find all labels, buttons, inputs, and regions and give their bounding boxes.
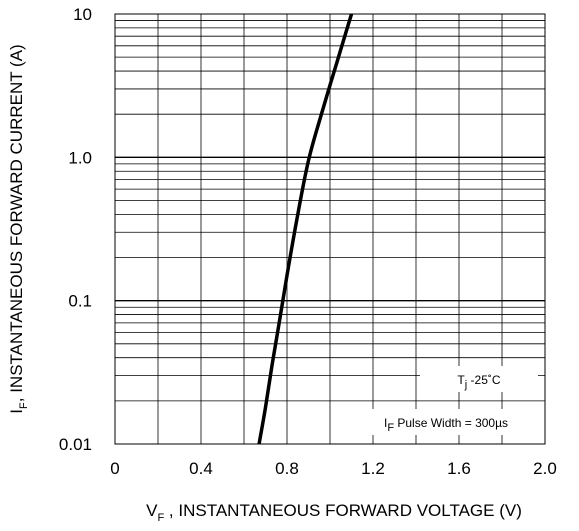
y-axis-title: IF, INSTANTANEOUS FORWARD CURRENT (A) <box>7 44 30 413</box>
pulse-symbol: I <box>384 416 387 430</box>
x-tick-label: 1.2 <box>361 459 385 478</box>
y-tick-label: 0.1 <box>68 292 92 311</box>
x-tick-labels: 0 0.4 0.8 1.2 1.6 2.0 <box>110 459 557 478</box>
tj-subscript: j <box>464 379 467 391</box>
curve-layer <box>257 13 354 445</box>
grid <box>115 14 545 444</box>
y-tick-labels: 0.01 0.1 1.0 10 <box>59 5 92 454</box>
tj-symbol: T <box>457 373 465 387</box>
x-axis-title: VF , INSTANTANEOUS FORWARD VOLTAGE (V) <box>146 501 522 524</box>
y-axis-text: , INSTANTANEOUS FORWARD CURRENT (A) <box>7 44 26 402</box>
pulse-annotation-box <box>355 409 538 435</box>
series-line <box>257 13 354 445</box>
x-axis-subscript: F <box>157 512 164 524</box>
pulse-annotation: IF Pulse Width = 300µs <box>384 416 508 434</box>
tj-annotation-box <box>420 366 538 392</box>
y-tick-label: 0.01 <box>59 435 92 454</box>
tj-annotation: Tj -25˚C <box>457 373 500 391</box>
x-tick-label: 0 <box>110 459 119 478</box>
y-axis-symbol: I <box>7 409 26 414</box>
x-tick-label: 0.8 <box>275 459 299 478</box>
pulse-text: Pulse Width = 300µs <box>394 416 508 430</box>
x-axis-text: , INSTANTANEOUS FORWARD VOLTAGE (V) <box>164 501 522 520</box>
x-axis-symbol: V <box>146 501 158 520</box>
x-tick-label: 1.6 <box>447 459 471 478</box>
x-tick-label: 2.0 <box>533 459 557 478</box>
y-axis-subscript: F <box>18 402 30 409</box>
pulse-subscript: F <box>387 422 394 434</box>
x-tick-label: 0.4 <box>189 459 213 478</box>
y-tick-label: 1.0 <box>68 148 92 167</box>
tj-text: -25˚C <box>467 373 501 387</box>
y-tick-label: 10 <box>73 5 92 24</box>
plot-frame <box>114 13 546 445</box>
